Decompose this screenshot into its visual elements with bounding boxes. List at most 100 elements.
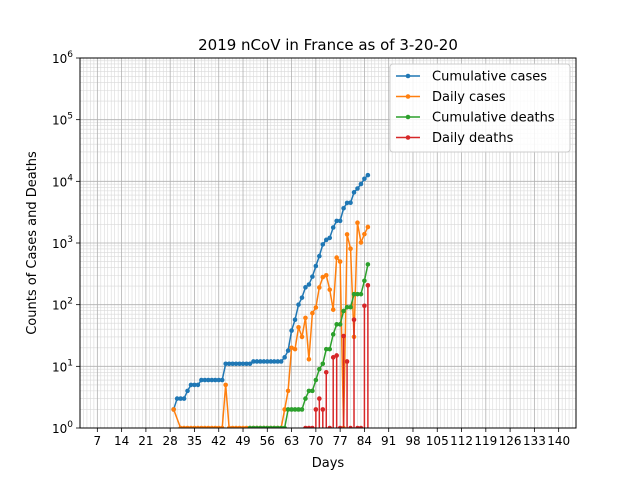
x-tick-label: 21: [138, 434, 153, 448]
daily-deaths-point: [358, 425, 364, 428]
cumulative-cases-point: [313, 263, 319, 269]
daily-cases-point: [344, 232, 350, 237]
cumulative-deaths-point: [251, 425, 256, 428]
daily-cases-point: [303, 315, 308, 321]
daily-deaths-point: [334, 353, 339, 358]
daily-cases-point: [296, 324, 301, 330]
cumulative-cases-point: [247, 361, 253, 367]
cumulative-cases-point: [219, 377, 225, 383]
series-group: [171, 172, 371, 428]
daily-deaths-point: [348, 425, 353, 428]
cumulative-cases-point: [341, 205, 346, 211]
cumulative-deaths-point: [355, 291, 360, 297]
legend-marker-cumulative-cases: [405, 73, 411, 79]
cumulative-cases-point: [337, 218, 343, 224]
cumulative-cases-point: [278, 359, 284, 364]
cumulative-deaths-point: [299, 407, 305, 412]
cumulative-cases-point: [223, 361, 228, 367]
cumulative-cases-point: [330, 225, 336, 230]
cumulative-cases-point: [178, 396, 183, 401]
cumulative-cases-point: [212, 377, 218, 383]
daily-cases-point: [195, 425, 201, 428]
x-tick-label: 112: [450, 434, 473, 448]
cumulative-cases-point: [362, 176, 367, 182]
x-tick-label: 133: [523, 434, 546, 448]
daily-deaths-point: [313, 407, 319, 412]
cumulative-cases-point: [327, 235, 333, 241]
daily-deaths-point: [341, 333, 346, 339]
cumulative-deaths-point: [317, 366, 322, 372]
daily-cases-point: [202, 425, 208, 428]
cumulative-cases-point: [258, 359, 263, 364]
cumulative-cases-point: [306, 282, 312, 287]
cumulative-cases-point: [195, 382, 201, 388]
cumulative-deaths-point: [278, 425, 284, 428]
cumulative-cases-point: [251, 359, 256, 364]
cumulative-cases-point: [310, 274, 315, 279]
daily-deaths-point: [362, 303, 367, 309]
ticks-layer: 7 14 21 28 35 42 49 56 63 70 77 84 91 98 105 112 119 126 1…: [52, 50, 570, 448]
daily-cases-point: [348, 246, 353, 252]
x-tick-label: 91: [381, 434, 396, 448]
cumulative-deaths-point: [289, 407, 294, 412]
legend: Cumulative cases Daily cases Cumulative de…: [389, 63, 571, 153]
y-tick-label: 101: [52, 358, 73, 374]
cumulative-deaths-point: [275, 425, 281, 428]
cumulative-deaths-point: [306, 388, 312, 394]
cumulative-cases-point: [299, 295, 305, 300]
daily-cases-point: [223, 382, 228, 388]
y-tick-label: 104: [52, 173, 73, 189]
cumulative-cases-point: [230, 361, 235, 367]
daily-cases-point: [233, 425, 239, 428]
daily-cases-point: [323, 272, 329, 278]
cumulative-deaths-point: [261, 425, 267, 428]
cumulative-cases-point: [355, 186, 360, 191]
daily-cases-point: [209, 425, 215, 428]
cumulative-cases-point: [289, 328, 294, 333]
daily-cases-point: [212, 425, 218, 428]
cumulative-cases-point: [323, 237, 329, 243]
y-axis-label: Counts of Cases and Deaths: [25, 151, 40, 335]
cumulative-cases-point: [317, 253, 322, 259]
legend-marker-cumulative-deaths: [405, 114, 411, 120]
daily-cases-point: [289, 345, 294, 351]
cumulative-deaths-point: [265, 425, 270, 428]
daily-cases-point: [237, 425, 242, 428]
daily-cases-point: [362, 231, 367, 237]
legend-label-daily-cases: Daily cases: [432, 90, 506, 105]
daily-deaths-point: [320, 407, 326, 412]
x-tick-label: 105: [426, 434, 449, 448]
cumulative-deaths-point: [351, 291, 357, 297]
cumulative-cases-point: [216, 377, 222, 383]
y-tick-label: 106: [52, 50, 73, 66]
chart-title: 2019 nCoV in France as of 3-20-20: [198, 36, 458, 54]
daily-cases-point: [188, 425, 194, 428]
daily-cases-point: [230, 425, 235, 428]
cumulative-deaths-point: [358, 291, 364, 297]
cumulative-deaths-point: [337, 322, 343, 327]
daily-cases-point: [365, 224, 371, 230]
cumulative-cases-point: [192, 382, 197, 388]
daily-deaths-point: [355, 425, 360, 428]
daily-cases-point: [317, 285, 322, 290]
x-tick-label: 35: [187, 434, 202, 448]
y-tick-label: 100: [52, 420, 73, 436]
daily-deaths-point: [365, 283, 371, 288]
cumulative-cases-point: [226, 361, 232, 367]
cumulative-cases-point: [209, 377, 215, 383]
daily-deaths-point: [306, 425, 312, 428]
cumulative-cases-point: [202, 377, 208, 383]
cumulative-deaths-point: [330, 332, 336, 337]
cumulative-deaths-point: [254, 425, 260, 428]
daily-cases-point: [327, 287, 333, 292]
daily-cases-point: [185, 425, 190, 428]
daily-cases-point: [292, 346, 298, 352]
legend-marker-daily-cases: [405, 94, 411, 99]
cumulative-cases-point: [268, 359, 274, 364]
cumulative-cases-point: [334, 218, 339, 224]
cumulative-cases-point: [254, 359, 260, 364]
x-tick-label: 119: [474, 434, 497, 448]
cumulative-deaths-point: [323, 346, 329, 352]
daily-deaths-point: [344, 359, 350, 364]
